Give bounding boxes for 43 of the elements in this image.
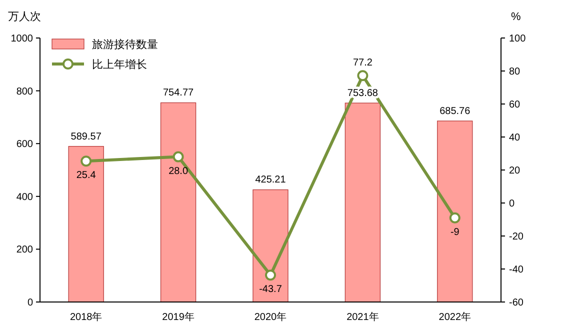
- legend-label: 比上年增长: [92, 58, 147, 71]
- x-tick-label: 2022年: [438, 311, 472, 323]
- data-label: 28.0: [168, 166, 188, 177]
- data-label: 685.76: [440, 106, 471, 117]
- y2-tick-label: -20: [509, 232, 524, 242]
- y-tick-label: 400: [16, 192, 34, 203]
- data-label: 754.77: [163, 88, 194, 99]
- x-tick-label: 2019年: [162, 311, 194, 323]
- point: [80, 156, 92, 167]
- bar: [68, 146, 104, 302]
- y-tick-label: 0: [27, 298, 34, 308]
- x-tick-label: 2018年: [70, 311, 102, 323]
- y2-tick-label: -60: [509, 298, 524, 308]
- y2-tick-label: 100: [509, 34, 526, 44]
- bar: [252, 189, 288, 302]
- data-label: 77.2: [352, 58, 373, 69]
- y2-tick-label: 60: [509, 100, 521, 110]
- y2-tick-label: -40: [509, 264, 524, 276]
- y2-tick-label: 80: [509, 66, 521, 78]
- bar: [344, 102, 381, 302]
- y-axis-title: 万人次: [8, 11, 41, 23]
- legend-label: 旅游接待数量: [92, 38, 158, 51]
- y2-axis-title: %: [511, 11, 521, 23]
- point: [357, 70, 368, 82]
- x-tick-label: 2021年: [346, 311, 379, 323]
- point: [172, 151, 184, 162]
- data-label: -43.7: [259, 284, 282, 296]
- point: [449, 212, 460, 224]
- y2-tick-label: 40: [509, 132, 521, 144]
- data-label: -9: [450, 226, 460, 238]
- y2-tick-label: 0: [509, 198, 515, 210]
- y-tick-label: 200: [16, 244, 34, 256]
- data-label: 425.21: [255, 174, 286, 186]
- data-label: 25.4: [76, 170, 96, 182]
- x-tick-label: 2020年: [254, 311, 287, 323]
- y-tick-label: 800: [16, 86, 34, 98]
- y2-tick-label: 20: [509, 166, 521, 176]
- data-label: 589.57: [70, 131, 102, 142]
- point: [265, 270, 276, 281]
- y-tick-label: 1000: [10, 34, 34, 44]
- bar: [160, 102, 196, 302]
- bar: [437, 120, 473, 302]
- y-tick-label: 600: [16, 139, 34, 150]
